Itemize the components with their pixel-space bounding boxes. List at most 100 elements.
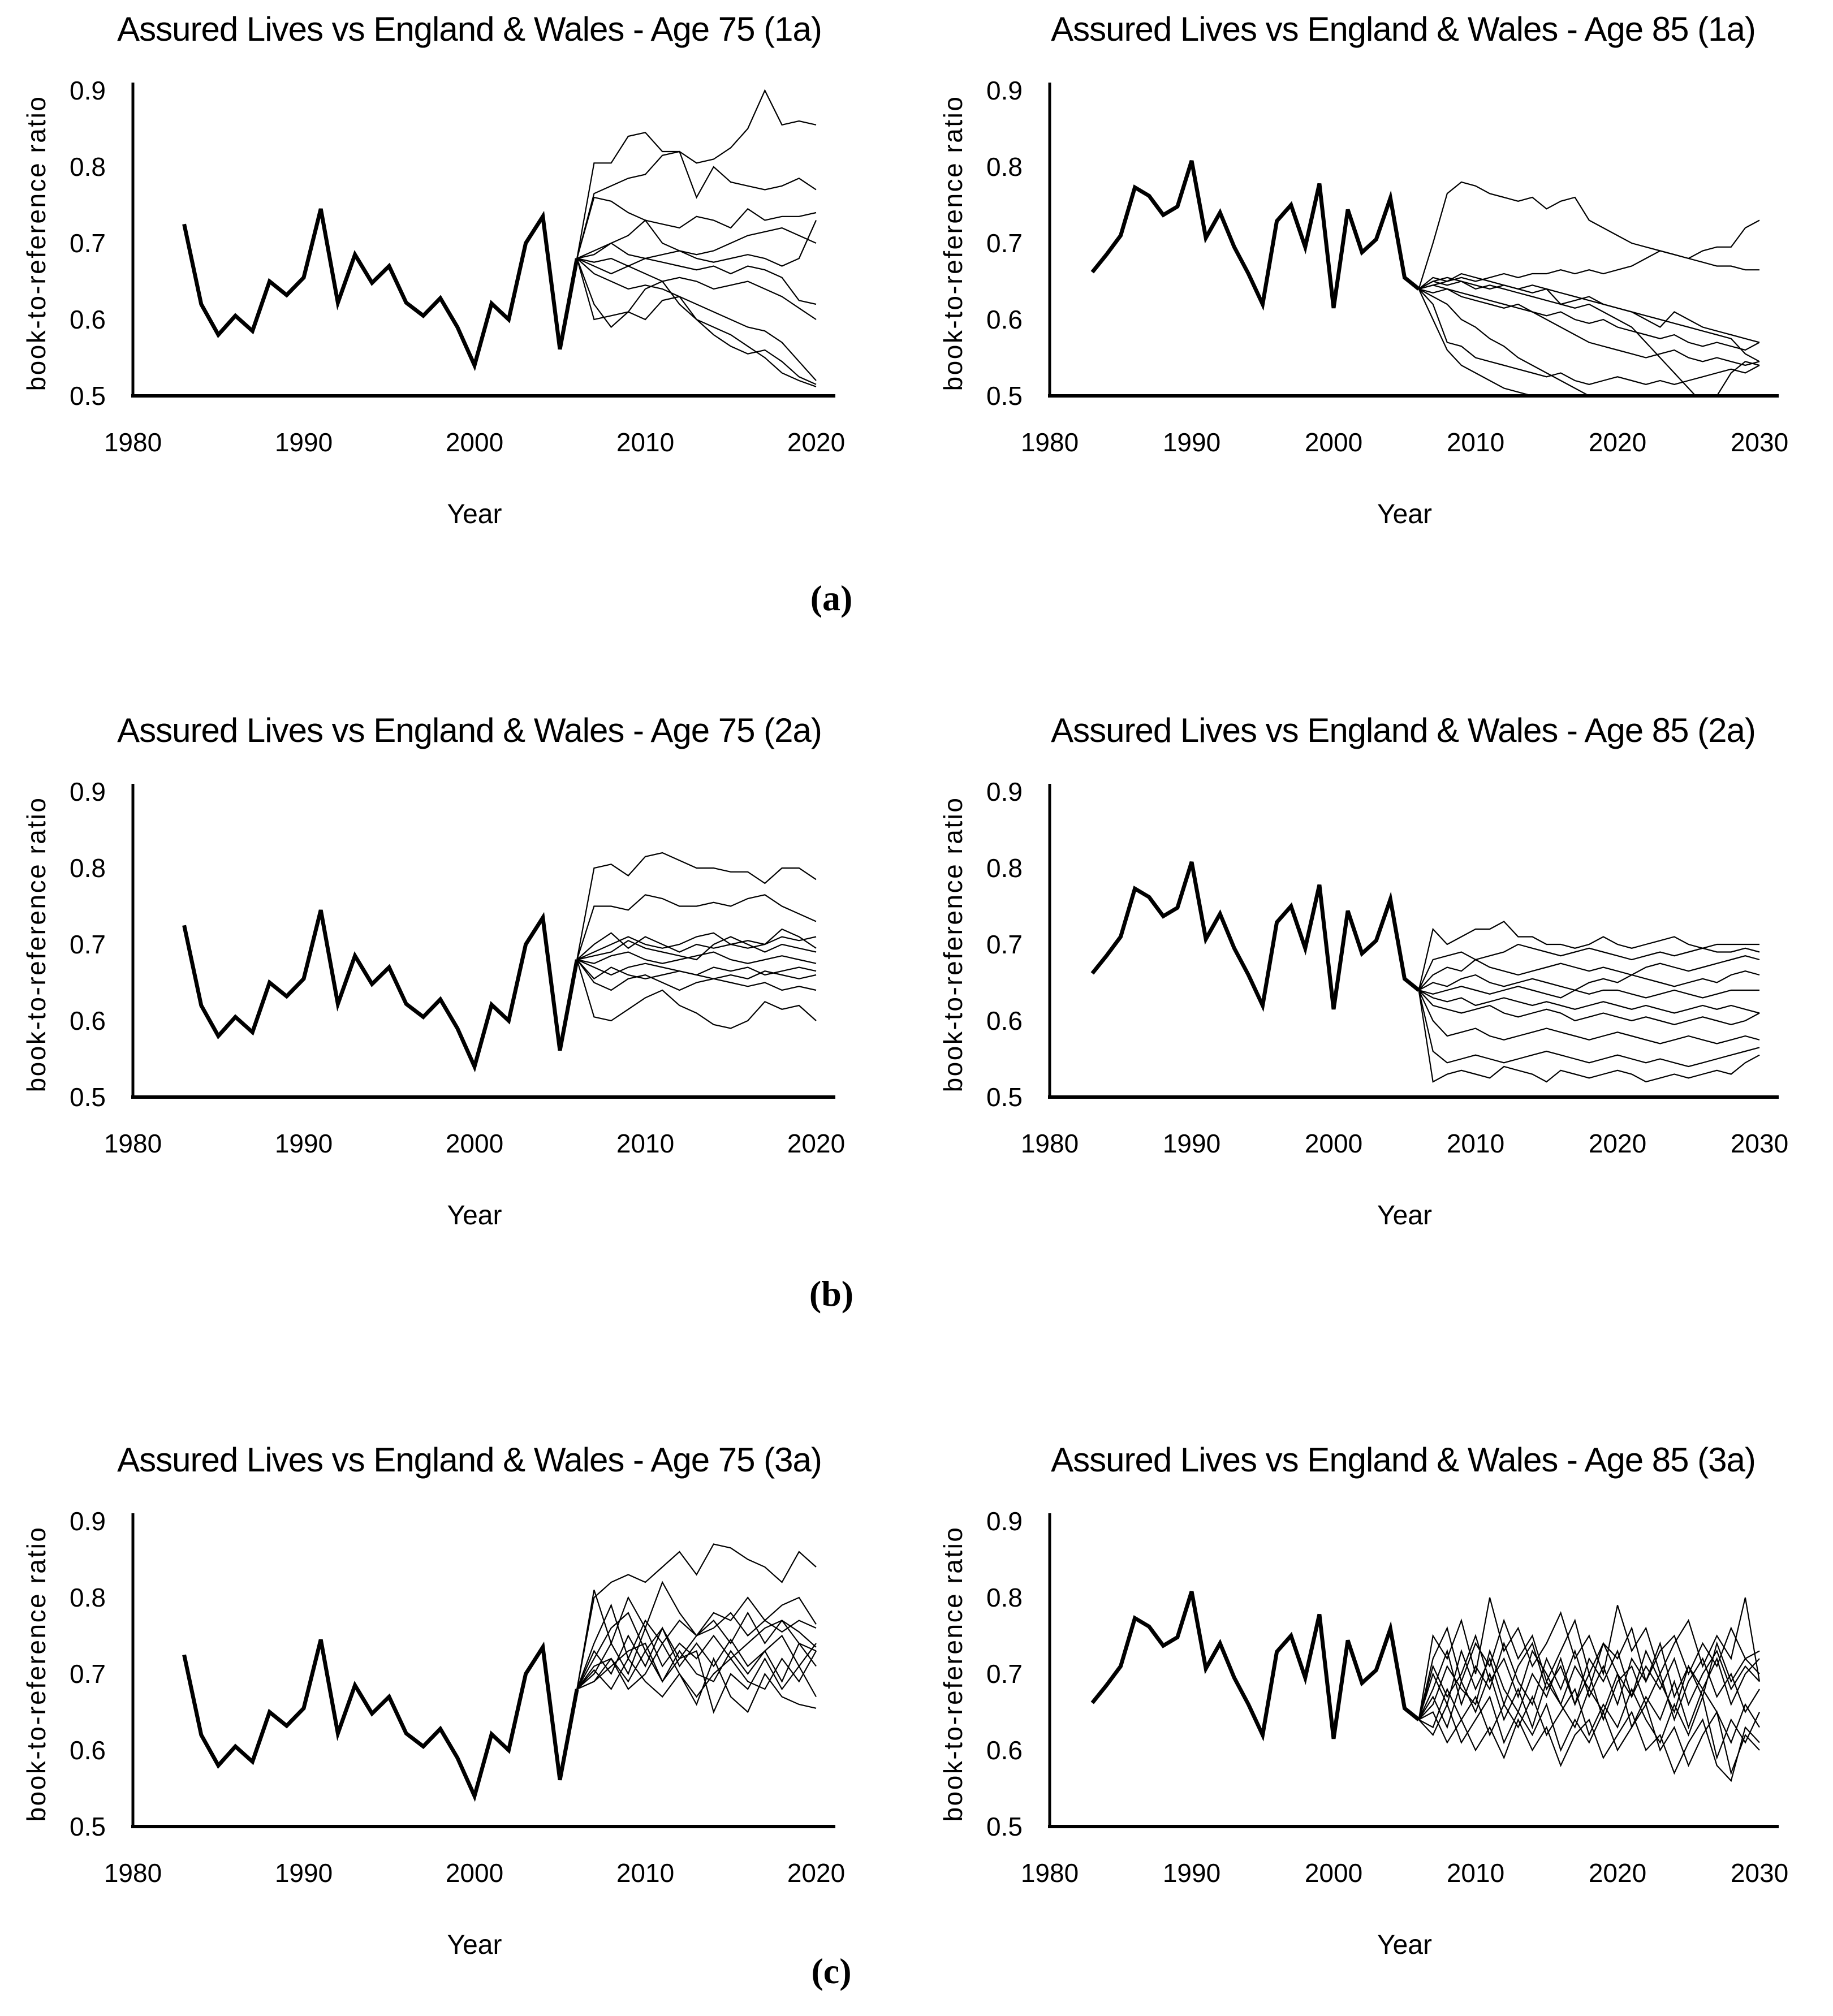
- simulation-line: [1418, 986, 1759, 999]
- simulation-lines: [576, 1543, 817, 1714]
- y-tick-label: 0.5: [986, 1082, 1023, 1112]
- x-tick-label: 1990: [275, 1129, 333, 1158]
- y-tick-label: 0.6: [986, 1006, 1023, 1035]
- simulation-line: [1418, 1695, 1760, 1776]
- simulation-line: [1418, 990, 1760, 1068]
- simulation-line: [576, 1642, 817, 1690]
- y-tick-label: 0.8: [986, 1583, 1023, 1612]
- simulation-line: [576, 150, 817, 259]
- simulation-line: [1418, 1711, 1760, 1782]
- simulation-line: [576, 928, 817, 960]
- simulation-line: [1418, 1642, 1760, 1720]
- simulation-line: [1418, 990, 1760, 1083]
- history-line: [182, 208, 579, 372]
- simulation-line: [576, 89, 817, 259]
- y-tick-label: 0.6: [70, 1736, 106, 1765]
- y-tick-label: 0.9: [986, 1506, 1023, 1536]
- chart-title: Assured Lives vs England & Wales - Age 7…: [117, 711, 822, 749]
- y-tick-label: 0.7: [986, 228, 1023, 258]
- chart-age85-3a: Assured Lives vs England & Wales - Age 8…: [917, 1431, 1833, 2002]
- simulation-line: [1418, 288, 1588, 394]
- x-tick-label: 2000: [1305, 1858, 1362, 1888]
- y-tick-label: 0.5: [70, 1812, 106, 1841]
- simulation-line: [1418, 288, 1529, 394]
- y-axis-title: book-to-reference ratio: [21, 1526, 51, 1822]
- plot-area: 0.9 0.8 0.7 0.6 0.5 1980 1990 2000 2010 2020 2030 Y…: [938, 777, 1788, 1231]
- simulation-lines: [576, 89, 817, 387]
- y-tick-label: 0.8: [986, 152, 1023, 182]
- simulation-line: [1418, 1687, 1760, 1760]
- chart-title: Assured Lives vs England & Wales - Age 8…: [1051, 711, 1756, 749]
- y-tick-label: 0.9: [70, 1506, 106, 1536]
- plot-area: 0.9 0.8 0.7 0.6 0.5 1980 1990 2000 2010 2020 2030 Y…: [938, 76, 1788, 529]
- y-tick-label: 0.9: [70, 76, 106, 105]
- history-line: [1090, 160, 1420, 311]
- x-axis-title: Year: [447, 1930, 502, 1960]
- simulation-line: [576, 258, 817, 381]
- simulation-line: [576, 852, 817, 960]
- simulation-line: [1418, 181, 1759, 290]
- history-line: [182, 1639, 579, 1802]
- y-tick-label: 0.8: [70, 152, 106, 182]
- simulation-lines: [1418, 181, 1760, 394]
- x-tick-label: 2020: [1589, 428, 1646, 457]
- plot-area: 0.9 0.8 0.7 0.6 0.5 1980 1990 2000 2010 2020 Year b…: [21, 777, 845, 1231]
- x-tick-label: 2000: [446, 1858, 503, 1888]
- chart-canvas-age85-1a: Assured Lives vs England & Wales - Age 8…: [938, 10, 1788, 529]
- panel-label-c: (c): [811, 1951, 852, 1991]
- x-tick-label: 1990: [1163, 428, 1220, 457]
- x-tick-label: 2020: [1589, 1858, 1646, 1888]
- chart-age85-1a: Assured Lives vs England & Wales - Age 8…: [917, 0, 1833, 571]
- y-tick-label: 0.9: [986, 777, 1023, 806]
- y-tick-label: 0.7: [70, 1659, 106, 1689]
- simulation-line: [1418, 288, 1760, 385]
- x-tick-label: 2020: [787, 1858, 845, 1888]
- simulation-line: [576, 257, 817, 305]
- simulation-line: [1418, 990, 1760, 1044]
- x-axis-title: Year: [1377, 1201, 1432, 1231]
- chart-title: Assured Lives vs England & Wales - Age 7…: [117, 1441, 822, 1479]
- simulation-line: [1418, 284, 1760, 351]
- y-tick-label: 0.7: [70, 930, 106, 959]
- simulation-line: [576, 1611, 817, 1690]
- y-tick-label: 0.5: [70, 1082, 106, 1112]
- x-tick-label: 2010: [616, 428, 674, 457]
- x-tick-label: 1980: [1021, 1129, 1079, 1158]
- x-tick-label: 1980: [104, 1129, 162, 1158]
- y-tick-label: 0.5: [70, 381, 106, 411]
- chart-canvas-age85-2a: Assured Lives vs England & Wales - Age 8…: [938, 711, 1788, 1231]
- y-tick-label: 0.8: [986, 853, 1023, 883]
- simulation-line: [576, 1620, 817, 1690]
- chart-canvas-age75-2a: Assured Lives vs England & Wales - Age 7…: [21, 711, 845, 1231]
- simulation-lines: [576, 852, 817, 1029]
- y-tick-label: 0.8: [70, 1583, 106, 1612]
- x-tick-label: 1990: [1163, 1858, 1220, 1888]
- x-tick-label: 2010: [1447, 1858, 1504, 1888]
- y-tick-label: 0.6: [986, 1736, 1023, 1765]
- simulation-line: [1418, 280, 1760, 394]
- y-tick-label: 0.7: [986, 1659, 1023, 1689]
- panel-label-b: (b): [809, 1274, 854, 1314]
- y-axis-title: book-to-reference ratio: [21, 797, 51, 1093]
- y-tick-label: 0.9: [70, 777, 106, 806]
- simulation-line: [576, 219, 817, 260]
- chart-age75-1a: Assured Lives vs England & Wales - Age 7…: [0, 0, 916, 571]
- x-axis-title: Year: [1377, 499, 1432, 529]
- y-tick-label: 0.7: [70, 228, 106, 258]
- chart-canvas-age75-3a: Assured Lives vs England & Wales - Age 7…: [21, 1441, 845, 1960]
- simulation-line: [1418, 277, 1760, 343]
- simulation-lines: [1418, 1597, 1761, 1782]
- x-tick-label: 2030: [1731, 428, 1788, 457]
- history-line: [1090, 1591, 1420, 1742]
- chart-canvas-age75-1a: Assured Lives vs England & Wales - Age 7…: [21, 10, 845, 529]
- simulation-line: [576, 959, 817, 1029]
- x-tick-label: 2010: [1447, 428, 1504, 457]
- plot-area: 0.9 0.8 0.7 0.6 0.5 1980 1990 2000 2010 2020 Year b…: [21, 1506, 845, 1960]
- x-tick-label: 2010: [616, 1129, 674, 1158]
- chart-row-3: Assured Lives vs England & Wales - Age 7…: [0, 1431, 1833, 2002]
- y-axis-title: book-to-reference ratio: [938, 797, 968, 1093]
- x-tick-label: 2010: [616, 1858, 674, 1888]
- simulation-line: [576, 936, 817, 961]
- chart-row-2: Assured Lives vs England & Wales - Age 7…: [0, 701, 1833, 1272]
